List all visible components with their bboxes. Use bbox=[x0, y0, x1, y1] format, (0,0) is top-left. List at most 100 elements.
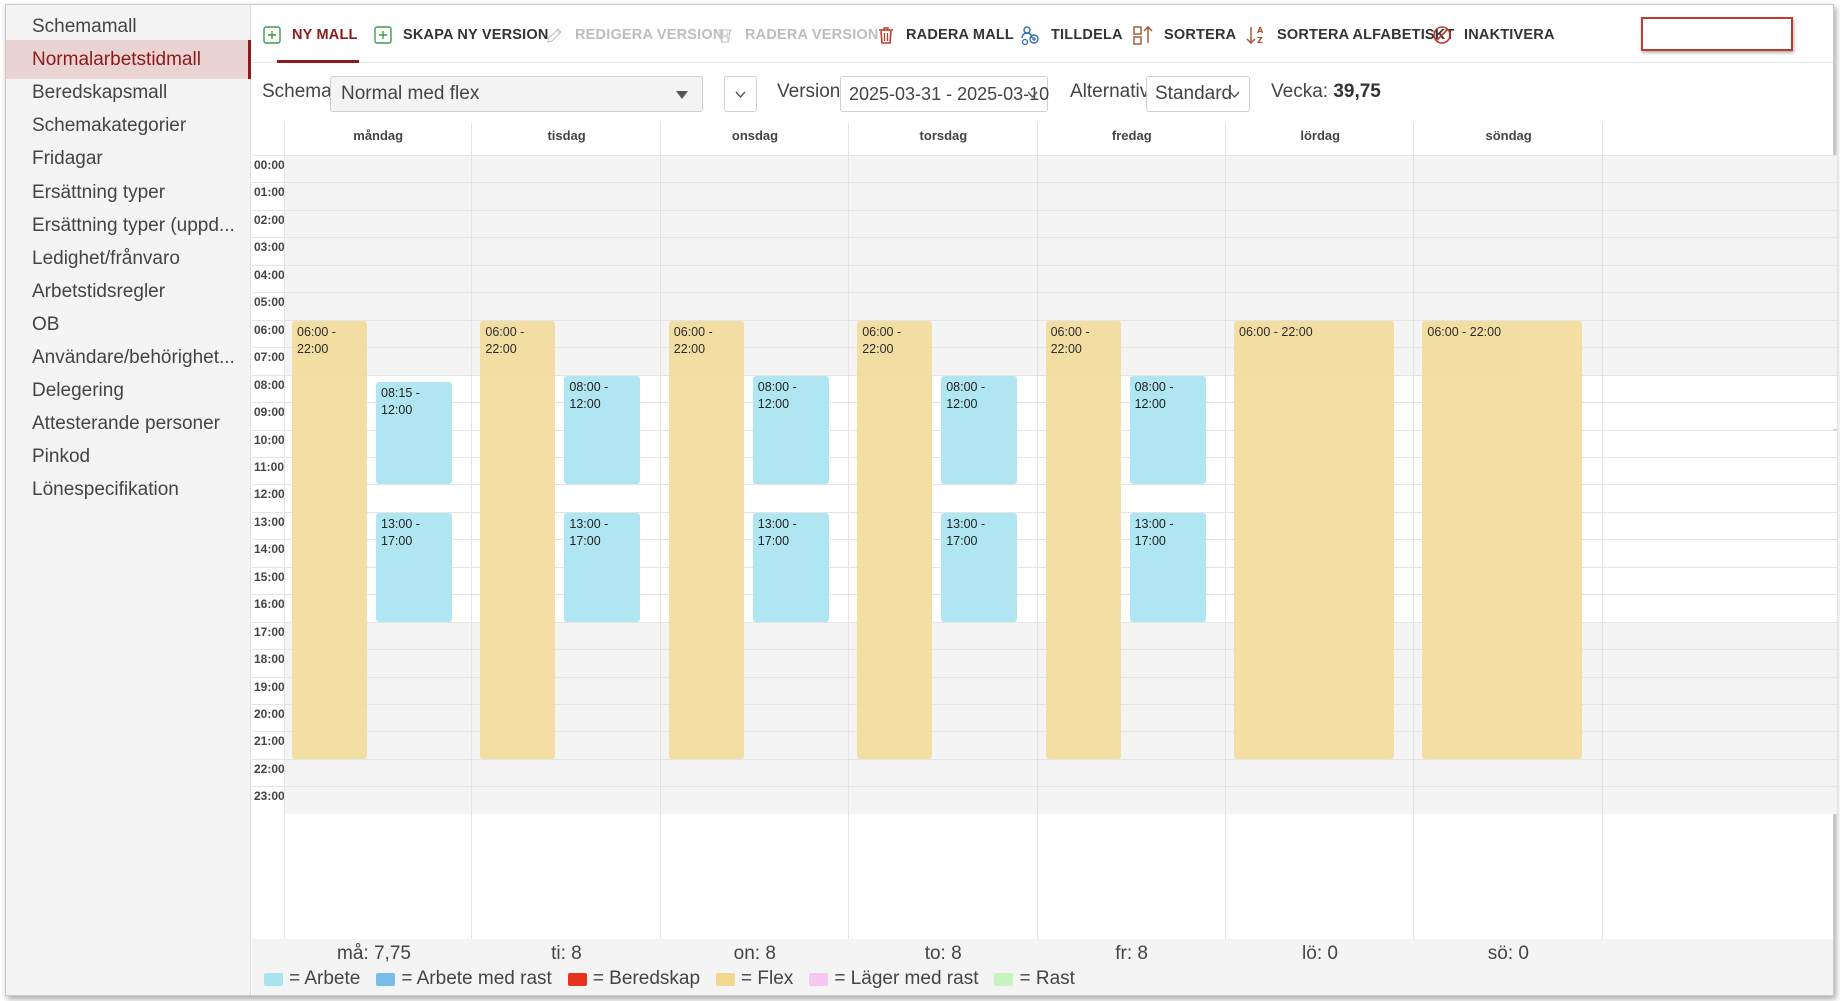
tilldela-button[interactable]: TILLDELA bbox=[1019, 18, 1123, 52]
time-label: 23:00 bbox=[254, 789, 285, 804]
hour-divider bbox=[252, 539, 1837, 541]
hour-divider bbox=[252, 264, 1837, 266]
radera-mall-button[interactable]: RADERA MALL bbox=[876, 18, 1014, 52]
svg-text:A: A bbox=[1257, 26, 1264, 35]
flex-block[interactable]: 06:00 - 22:00 bbox=[480, 320, 556, 759]
version-select[interactable]: 2025-03-31 - 2025-03-10 bbox=[840, 76, 1050, 112]
sidebar-item-lonespecifikation[interactable]: Lönespecifikation bbox=[32, 479, 179, 501]
schema-select[interactable]: Normal med flex bbox=[330, 76, 703, 112]
legend-item: = Arbete med rast bbox=[376, 968, 552, 990]
flex-block[interactable]: 06:00 - 22:00 bbox=[1422, 320, 1583, 759]
hour-divider bbox=[252, 155, 1837, 156]
hour-divider bbox=[252, 402, 1837, 404]
hour-divider bbox=[252, 456, 1837, 458]
chevron-down-icon bbox=[735, 91, 746, 99]
work-block[interactable]: 13:00 - 17:00 bbox=[752, 512, 829, 622]
week-total: Vecka: 39,75 bbox=[1271, 81, 1381, 103]
hour-divider bbox=[252, 182, 1837, 184]
day-sum: må: 7,75 bbox=[337, 943, 411, 964]
ban-icon bbox=[1432, 25, 1452, 45]
time-label: 22:00 bbox=[254, 761, 285, 776]
radera-version-button[interactable]: RADERA VERSION bbox=[715, 18, 879, 52]
time-label: 03:00 bbox=[254, 240, 285, 255]
day-divider bbox=[848, 123, 850, 939]
hour-divider bbox=[252, 347, 1837, 349]
active-tab-underline bbox=[277, 60, 359, 63]
legend-swatch bbox=[994, 972, 1014, 986]
svg-text:Z: Z bbox=[1257, 36, 1263, 45]
inaktivera-button[interactable]: INAKTIVERA bbox=[1432, 18, 1555, 52]
hour-divider bbox=[252, 649, 1837, 651]
toolbar-button-label: INAKTIVERA bbox=[1464, 27, 1555, 43]
work-block[interactable]: 13:00 - 17:00 bbox=[941, 512, 1018, 622]
day-divider bbox=[1036, 123, 1038, 939]
flex-block[interactable]: 06:00 - 22:00 bbox=[1234, 320, 1394, 759]
day-divider bbox=[284, 123, 285, 939]
legend-swatch bbox=[809, 972, 829, 986]
sortera-alfabetiskt-button[interactable]: A Z SORTERA ALFABETISKT bbox=[1245, 18, 1455, 52]
hour-divider bbox=[252, 676, 1837, 678]
time-label: 16:00 bbox=[254, 597, 285, 612]
day-sum: on: 8 bbox=[733, 943, 776, 964]
assign-users-icon bbox=[1019, 24, 1041, 46]
schema-label: Schema: bbox=[262, 81, 337, 102]
schema-toggle-button[interactable] bbox=[724, 76, 757, 112]
hour-row[interactable] bbox=[284, 209, 1837, 238]
hour-row[interactable] bbox=[284, 155, 1837, 183]
day-sum: ti: 8 bbox=[551, 943, 582, 964]
time-label: 05:00 bbox=[254, 295, 285, 310]
alternative-select[interactable]: Standard bbox=[1146, 76, 1250, 112]
sortera-button[interactable]: SORTERA bbox=[1132, 18, 1236, 52]
work-block[interactable]: 08:00 - 12:00 bbox=[752, 375, 829, 485]
hour-row[interactable] bbox=[284, 182, 1837, 210]
legend-item: = Flex bbox=[716, 968, 793, 990]
work-block[interactable]: 13:00 - 17:00 bbox=[564, 512, 641, 622]
toolbar-button-label: RADERA VERSION bbox=[745, 27, 879, 43]
day-header-fredag: fredag bbox=[1111, 128, 1152, 143]
app-window: Schemamall Normalarbetstidmall Beredskapsm… bbox=[5, 4, 1837, 996]
toolbar-button-label: TILLDELA bbox=[1051, 27, 1123, 43]
work-block[interactable]: 08:00 - 12:00 bbox=[564, 375, 641, 485]
hour-divider bbox=[252, 484, 1837, 486]
version-label: Version bbox=[777, 81, 841, 102]
legend-swatch bbox=[264, 972, 283, 986]
hour-row[interactable] bbox=[284, 264, 1837, 293]
toolbar-button-label: SORTERA bbox=[1164, 27, 1237, 43]
hour-row[interactable] bbox=[284, 786, 1837, 814]
legend-label: = Flex bbox=[741, 968, 794, 989]
hour-divider bbox=[252, 237, 1837, 239]
day-header-sondag: söndag bbox=[1485, 128, 1532, 143]
time-label: 14:00 bbox=[254, 542, 285, 557]
work-block[interactable]: 13:00 - 17:00 bbox=[376, 512, 452, 622]
legend-label: = Rast bbox=[1019, 968, 1075, 989]
time-label: 11:00 bbox=[254, 459, 285, 474]
hour-divider bbox=[252, 319, 1837, 321]
toolbar-button-label: SORTERA ALFABETISKT bbox=[1277, 27, 1455, 43]
ny-mall-button[interactable]: NY MALL bbox=[262, 18, 358, 52]
caret-down-icon bbox=[676, 91, 688, 99]
hour-row[interactable] bbox=[284, 237, 1837, 265]
time-label: 09:00 bbox=[254, 405, 285, 420]
work-block[interactable]: 08:00 - 12:00 bbox=[941, 375, 1018, 485]
work-block[interactable]: 13:00 - 17:00 bbox=[1129, 512, 1206, 622]
hour-divider bbox=[252, 758, 1837, 760]
time-label: 01:00 bbox=[254, 185, 285, 200]
sidebar-item-normalarbetstidmall[interactable]: Normalarbetstidmall bbox=[6, 40, 251, 80]
legend-label: = Arbete med rast bbox=[401, 968, 552, 989]
inaktivera-highlight bbox=[1641, 17, 1793, 51]
work-block[interactable]: 08:15 - 12:00 bbox=[376, 382, 452, 485]
work-block[interactable]: 08:00 - 12:00 bbox=[1129, 375, 1206, 485]
main-panel: NY MALL SKAPA NY VERSION REDIGERA VERSION R… bbox=[252, 5, 1837, 995]
flex-block[interactable]: 06:00 - 22:00 bbox=[857, 320, 933, 759]
time-label: 19:00 bbox=[254, 679, 285, 694]
day-header-lordag: lördag bbox=[1300, 128, 1341, 143]
filter-bar: Schema: Normal med flex Version 2025-03-… bbox=[252, 65, 1833, 123]
flex-block[interactable]: 06:00 - 22:00 bbox=[292, 320, 367, 759]
flex-block[interactable]: 06:00 - 22:00 bbox=[1045, 320, 1121, 759]
flex-block[interactable]: 06:00 - 22:00 bbox=[668, 320, 744, 759]
hour-row[interactable] bbox=[284, 758, 1837, 787]
hour-row[interactable] bbox=[284, 292, 1837, 320]
redigera-version-button[interactable]: REDIGERA VERSION bbox=[545, 18, 724, 52]
version-select-value: 2025-03-31 - 2025-03-10 bbox=[849, 84, 1050, 104]
skapa-ny-version-button[interactable]: SKAPA NY VERSION bbox=[373, 18, 549, 52]
